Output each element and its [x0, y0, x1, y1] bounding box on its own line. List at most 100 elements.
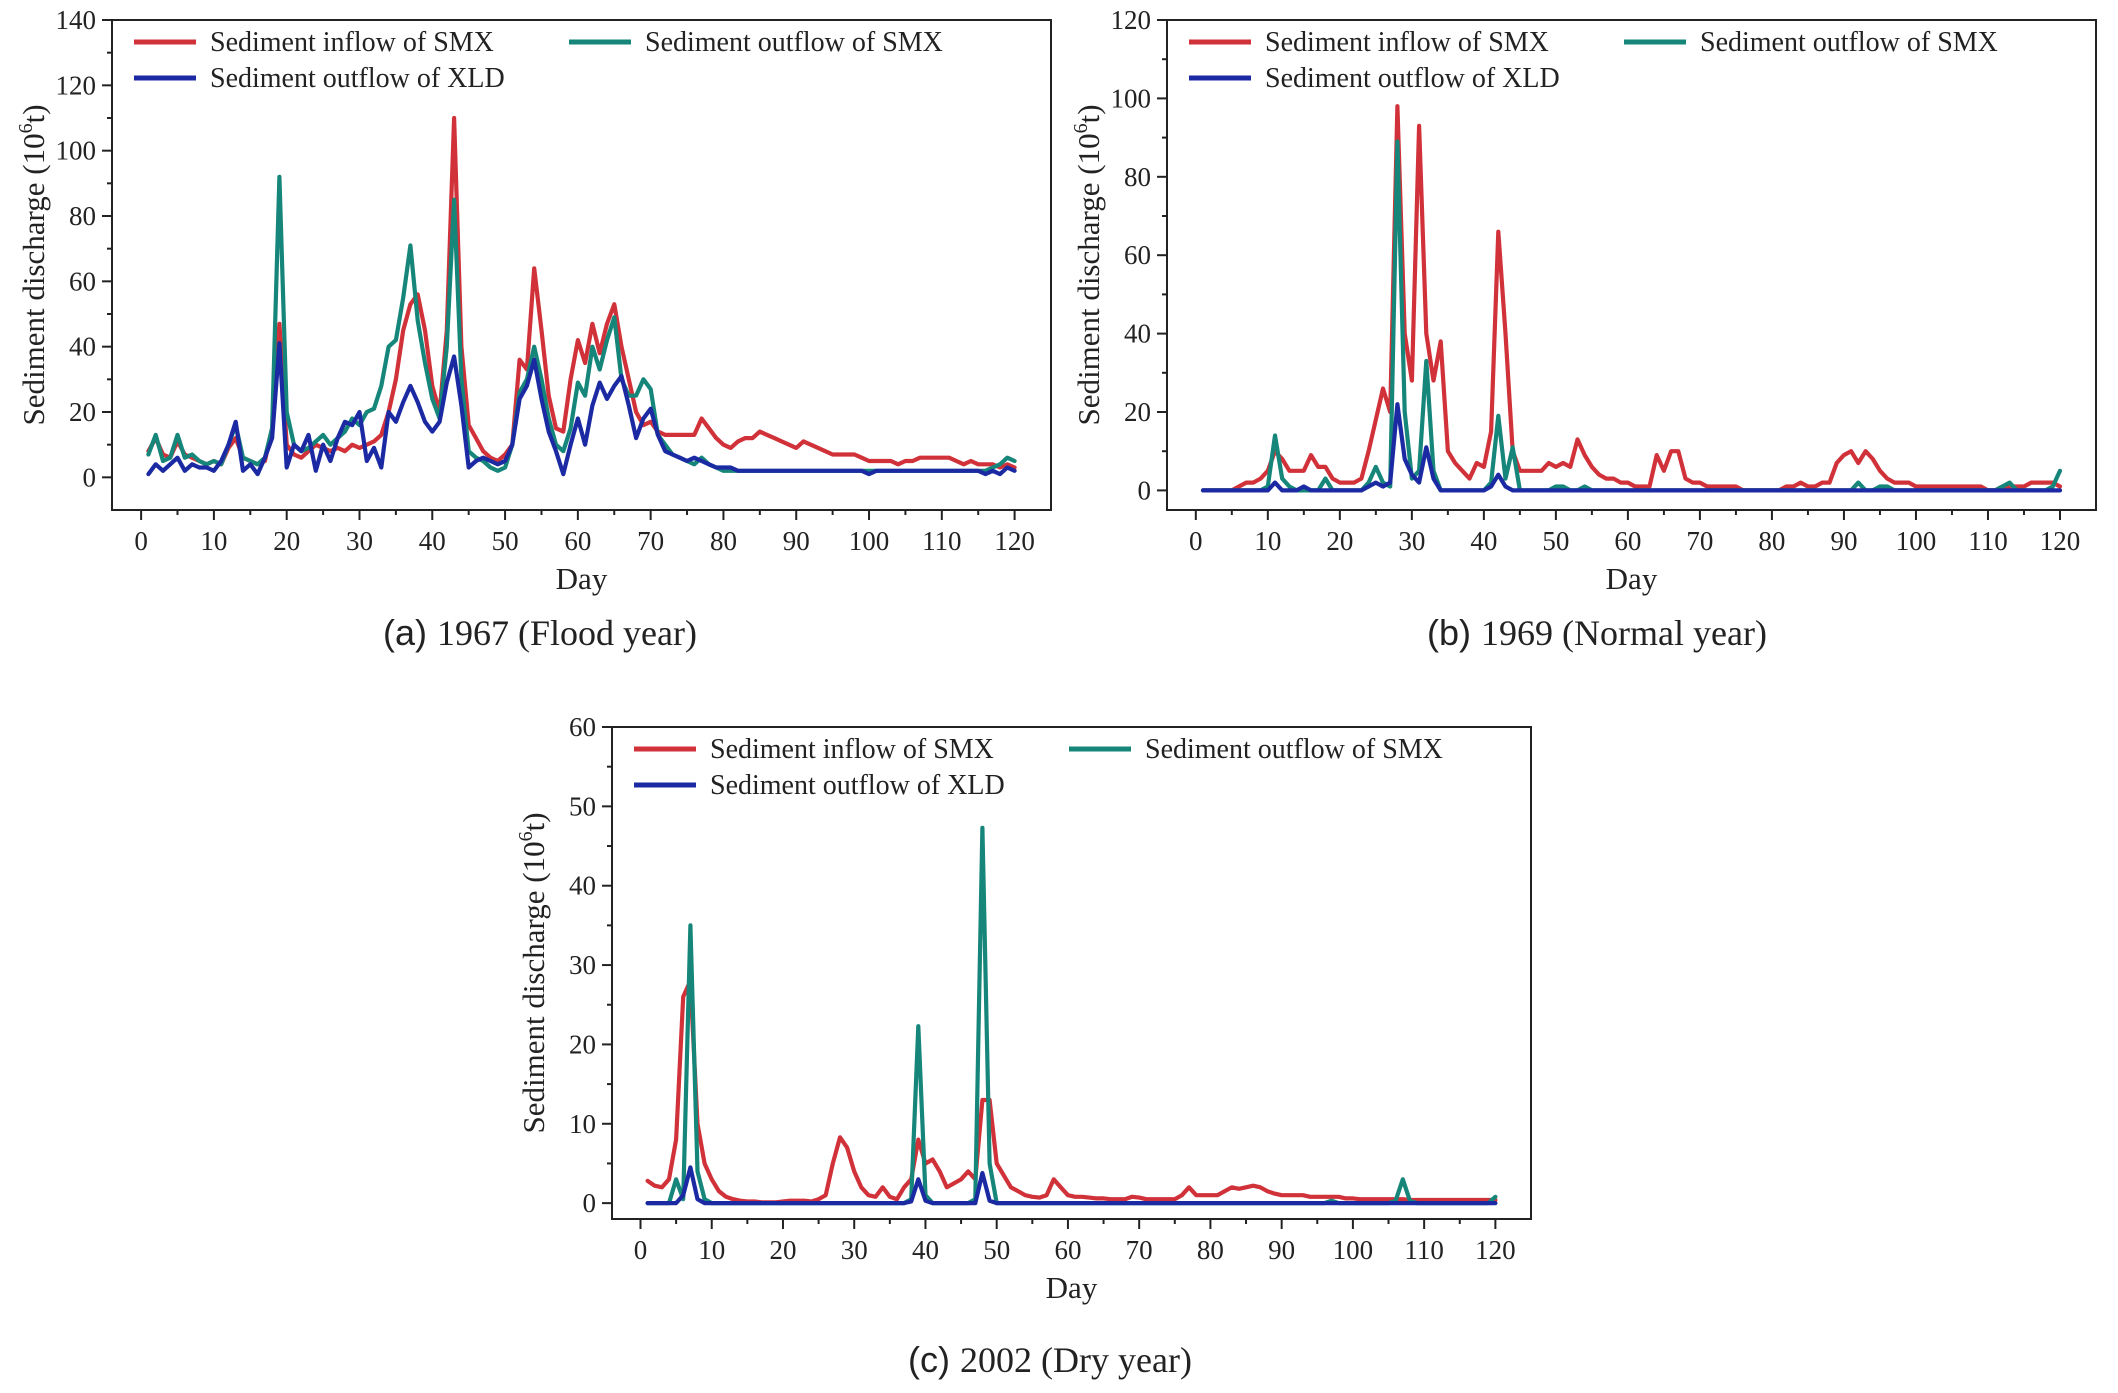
series-line-outflow-smx	[146, 174, 1017, 473]
x-tick-label: 70	[1126, 1235, 1153, 1265]
x-tick-label: 70	[637, 526, 664, 556]
x-tick-label: 110	[1404, 1235, 1444, 1265]
x-tick-label: 60	[1054, 1235, 1081, 1265]
series-line-outflow-xld	[645, 1165, 1498, 1206]
x-tick-label: 40	[1470, 526, 1497, 556]
y-tick-label: 140	[56, 5, 97, 35]
y-tick-label: 120	[56, 70, 97, 100]
y-tick-label: 20	[1124, 397, 1151, 427]
panel-caption: (a) 1967 (Flood year)	[383, 612, 697, 653]
y-tick-label: 0	[83, 462, 97, 492]
x-tick-label: 0	[1189, 526, 1203, 556]
y-tick-label: 0	[1138, 475, 1152, 505]
y-axis-label-end: t)	[16, 104, 51, 123]
series-line-inflow-smx	[1200, 104, 2063, 493]
x-tick-label: 90	[783, 526, 810, 556]
y-tick-label: 60	[569, 712, 596, 742]
y-axis-label-sup: 6	[515, 831, 537, 841]
y-axis-label: Sediment discharge (106t)	[1070, 104, 1106, 425]
panel-c-2002: 0 10 20 30 40 50 60 70 80 90 100 110 120 0 10 20 30 40 50 6…	[515, 712, 1532, 1380]
series-line-inflow-smx	[645, 978, 1498, 1205]
series-line-outflow-xld	[146, 341, 1017, 477]
legend-label: Sediment outflow of XLD	[210, 63, 505, 94]
y-tick-label: 40	[69, 332, 96, 362]
caption-text: 2002 (Dry year)	[960, 1340, 1192, 1380]
x-tick-label: 60	[1614, 526, 1641, 556]
legend-label: Sediment outflow of SMX	[645, 27, 943, 58]
x-tick-label: 100	[1896, 526, 1937, 556]
series-line-outflow-smx	[645, 825, 1498, 1206]
caption-text: 1969 (Normal year)	[1481, 613, 1767, 653]
x-tick-label: 110	[922, 526, 962, 556]
plot-frame	[111, 19, 1052, 511]
panel-caption: (c) 2002 (Dry year)	[908, 1339, 1192, 1380]
x-tick-label: 10	[1254, 526, 1281, 556]
x-tick-label: 40	[419, 526, 446, 556]
plot-frame	[1166, 19, 2097, 511]
x-tick-label: 70	[1686, 526, 1713, 556]
y-axis-label-main: Sediment discharge (10	[1071, 133, 1106, 425]
x-tick-label: 20	[769, 1235, 796, 1265]
caption-text: 1967 (Flood year)	[437, 613, 697, 653]
x-tick-label: 80	[1758, 526, 1785, 556]
y-tick-label: 20	[569, 1029, 596, 1059]
x-tick-label: 120	[1475, 1235, 1516, 1265]
x-tick-label: 120	[2040, 526, 2081, 556]
x-tick-label: 30	[841, 1235, 868, 1265]
x-tick-label: 50	[492, 526, 519, 556]
legend-label: Sediment outflow of SMX	[1700, 27, 1998, 58]
x-tick-label: 0	[134, 526, 148, 556]
y-tick-label: 100	[56, 136, 97, 166]
y-axis-label-main: Sediment discharge (10	[16, 133, 51, 425]
x-tick-label: 110	[1968, 526, 2008, 556]
x-axis-label: Day	[1046, 1270, 1098, 1305]
series-line-outflow-xld	[1200, 402, 2063, 493]
x-tick-label: 80	[710, 526, 737, 556]
x-tick-label: 80	[1197, 1235, 1224, 1265]
series-line-outflow-smx	[1200, 139, 2063, 493]
y-tick-label: 80	[1124, 162, 1151, 192]
x-tick-label: 10	[200, 526, 227, 556]
x-tick-label: 10	[698, 1235, 725, 1265]
y-tick-label: 0	[583, 1188, 597, 1218]
x-tick-label: 100	[849, 526, 890, 556]
x-tick-label: 120	[994, 526, 1035, 556]
y-tick-label: 100	[1111, 83, 1152, 113]
y-axis-label-main: Sediment discharge (10	[516, 841, 551, 1133]
y-axis-label: Sediment discharge (106t)	[515, 812, 551, 1133]
panel-a-1967: 0 10 20 30 40 50 60 70 80 90 100 110 120 0 20 40 60 80 100…	[15, 5, 1052, 653]
legend-label: Sediment inflow of SMX	[210, 27, 494, 58]
y-tick-label: 80	[69, 201, 96, 231]
x-tick-label: 90	[1268, 1235, 1295, 1265]
x-axis-label: Day	[1606, 561, 1658, 596]
y-tick-label: 60	[69, 266, 96, 296]
legend-label: Sediment outflow of XLD	[710, 770, 1005, 801]
x-tick-label: 50	[983, 1235, 1010, 1265]
caption-letter: (a)	[383, 612, 427, 653]
legend-label: Sediment outflow of SMX	[1145, 734, 1443, 765]
y-axis-label-sup: 6	[1070, 123, 1092, 133]
x-tick-label: 40	[912, 1235, 939, 1265]
y-axis-label: Sediment discharge (106t)	[15, 104, 51, 425]
y-tick-label: 30	[569, 950, 596, 980]
y-axis-label-end: t)	[516, 812, 551, 831]
x-tick-label: 30	[346, 526, 373, 556]
x-tick-label: 20	[273, 526, 300, 556]
x-tick-label: 50	[1542, 526, 1569, 556]
plot-frame	[611, 726, 1532, 1220]
y-tick-label: 120	[1111, 5, 1152, 35]
caption-letter: (c)	[908, 1339, 950, 1380]
y-tick-label: 40	[569, 871, 596, 901]
x-tick-label: 0	[634, 1235, 648, 1265]
legend-label: Sediment outflow of XLD	[1265, 63, 1560, 94]
x-tick-label: 100	[1333, 1235, 1374, 1265]
y-tick-label: 50	[569, 791, 596, 821]
x-tick-label: 60	[564, 526, 591, 556]
panel-b-1969: 0 10 20 30 40 50 60 70 80 90 100 110 120 0 20 40 60 80 100…	[1070, 5, 2097, 653]
x-tick-label: 90	[1830, 526, 1857, 556]
series-line-inflow-smx	[146, 115, 1017, 470]
y-tick-label: 60	[1124, 240, 1151, 270]
legend-label: Sediment inflow of SMX	[710, 734, 994, 765]
y-tick-label: 20	[69, 397, 96, 427]
